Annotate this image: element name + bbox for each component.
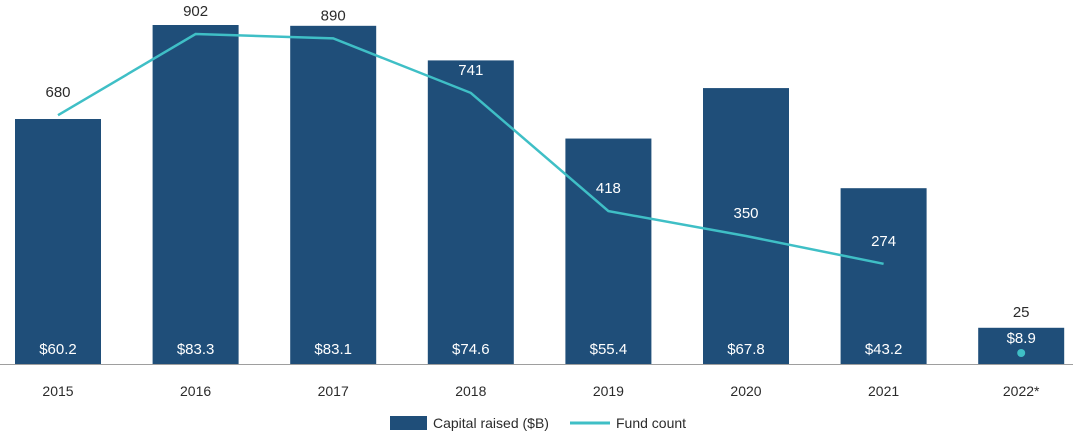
bar-value-label: $43.2 xyxy=(865,341,903,358)
bar-2016 xyxy=(152,25,239,364)
fund-count-label: 902 xyxy=(183,3,208,20)
fund-count-label: 350 xyxy=(733,205,758,222)
x-tick-label: 2018 xyxy=(455,383,486,399)
x-tick-label: 2016 xyxy=(180,383,211,399)
legend-capital-swatch xyxy=(390,416,427,430)
bar-value-label: $60.2 xyxy=(39,341,77,358)
bar-2020 xyxy=(703,88,789,365)
bar-value-label: $8.9 xyxy=(1007,330,1036,347)
x-tick-label: 2019 xyxy=(593,383,624,399)
x-tick-labels: 2015 2016 2017 2018 2019 2020 2021 2022* xyxy=(42,383,1040,399)
x-tick-label: 2020 xyxy=(730,383,761,399)
legend-capital-label: Capital raised ($B) xyxy=(433,415,549,431)
bar-2017 xyxy=(290,25,377,364)
fund-count-label: 741 xyxy=(458,62,483,79)
bar-2018 xyxy=(427,60,514,364)
x-tick-label: 2017 xyxy=(318,383,349,399)
bars-group xyxy=(15,25,1065,365)
bar-value-label: $74.6 xyxy=(452,341,490,358)
x-tick-label: 2022* xyxy=(1003,383,1040,399)
fund-count-label: 680 xyxy=(45,84,70,101)
bar-value-label: $83.3 xyxy=(177,341,215,358)
fund-count-label: 25 xyxy=(1013,304,1030,321)
bar-value-label: $67.8 xyxy=(727,341,765,358)
fund-count-line xyxy=(57,32,884,266)
bar-2021 xyxy=(840,188,927,364)
x-tick-label: 2021 xyxy=(868,383,899,399)
fund-count-label: 890 xyxy=(321,7,346,24)
labels-group: $60.2 $83.3 $83.1 $74.6 $55.4 $67.8 $43.2 $8.9 6… xyxy=(39,3,1036,358)
legend: Capital raised ($B) Fund count xyxy=(390,415,686,431)
x-tick-label: 2015 xyxy=(42,383,73,399)
bar-2022 xyxy=(978,327,1065,364)
fund-count-label: 274 xyxy=(871,233,896,250)
fund-count-point-2022 xyxy=(1017,349,1026,357)
bar-2019 xyxy=(565,138,652,364)
bar-2015 xyxy=(15,119,101,365)
legend-fund-count-label: Fund count xyxy=(616,415,686,431)
fund-count-label: 418 xyxy=(596,180,621,197)
bar-value-label: $83.1 xyxy=(314,341,352,358)
fund-count-line-group xyxy=(57,32,1026,357)
bar-value-label: $55.4 xyxy=(590,341,628,358)
